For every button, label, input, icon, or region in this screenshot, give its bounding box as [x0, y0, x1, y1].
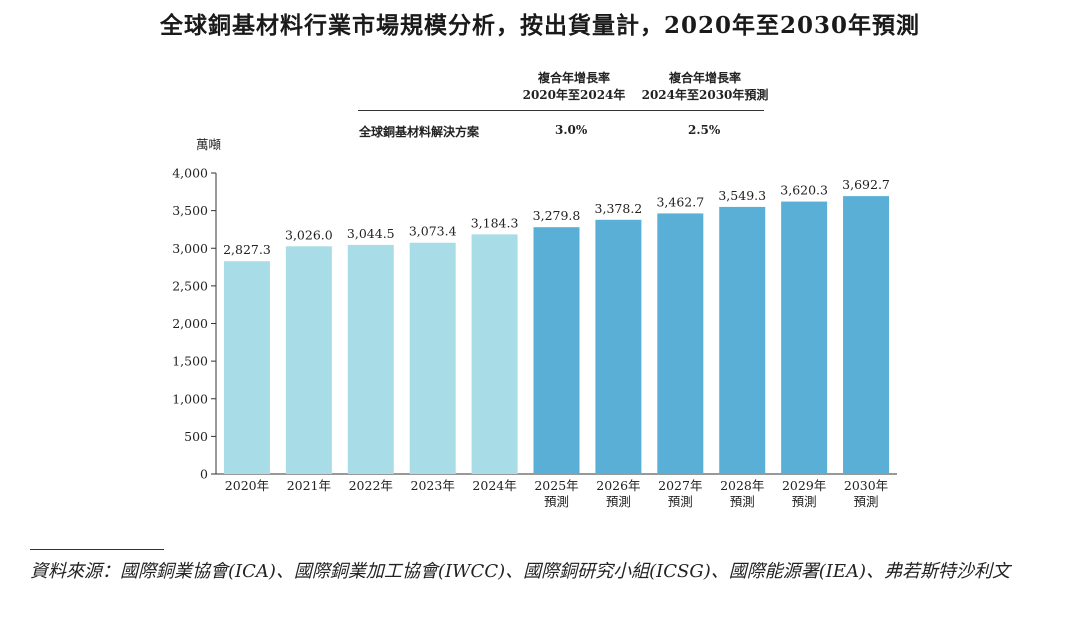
- x-tick-label: 2023年: [411, 478, 455, 493]
- x-tick-label: 2025年: [534, 478, 578, 493]
- cagr-value-2024-2030: 2.5%: [688, 123, 721, 137]
- source-rule: [30, 549, 164, 550]
- x-tick-label: 預測: [854, 494, 879, 509]
- bar-value-label: 3,549.3: [718, 188, 766, 203]
- x-tick-label: 2024年: [472, 478, 516, 493]
- bar: [285, 246, 332, 474]
- y-tick-label: 4,000: [172, 166, 208, 181]
- bar: [533, 227, 580, 474]
- bar: [347, 244, 394, 474]
- bar: [843, 196, 890, 474]
- x-tick-label: 2020年: [225, 478, 269, 493]
- x-tick-label: 2028年: [720, 478, 764, 493]
- cagr-row-label: 全球銅基材料解決方案: [359, 125, 480, 139]
- chart-title: 全球銅基材料行業市場規模分析，按出貨量計，2020年至2030年預測: [159, 12, 921, 39]
- bar-value-label: 3,279.8: [533, 208, 581, 223]
- cagr-header-2024-2030-line2: 2024年至2030年預測: [641, 88, 769, 102]
- y-tick-label: 500: [184, 429, 208, 444]
- x-tick-label: 預測: [668, 494, 693, 509]
- x-tick-label: 預測: [730, 494, 755, 509]
- x-tick-label: 2030年: [844, 478, 888, 493]
- bar-value-label: 3,044.5: [347, 226, 395, 241]
- cagr-value-2020-2024: 3.0%: [555, 123, 588, 137]
- y-tick-label: 0: [200, 467, 208, 482]
- bar: [657, 213, 704, 474]
- bar: [223, 261, 270, 474]
- bar: [781, 201, 828, 474]
- y-tick-label: 2,000: [172, 316, 208, 331]
- bar: [471, 234, 518, 474]
- cagr-header-2020-2024: 複合年增長率 2020年至2024年: [518, 70, 630, 104]
- x-tick-label: 2022年: [349, 478, 393, 493]
- bar-value-label: 2,827.3: [223, 242, 271, 257]
- cagr-header-2020-2024-line1: 複合年增長率: [537, 71, 610, 85]
- bar: [595, 219, 642, 474]
- x-tick-label: 2029年: [782, 478, 826, 493]
- x-tick-label: 2021年: [287, 478, 331, 493]
- bar-value-label: 3,692.7: [842, 177, 890, 192]
- x-tick-label: 預測: [792, 494, 817, 509]
- y-tick-label: 2,500: [172, 278, 208, 293]
- bar-value-label: 3,073.4: [409, 224, 457, 239]
- source-note: 資料來源：國際銅業協會(ICA)、國際銅業加工協會(IWCC)、國際銅研究小組(…: [30, 561, 1011, 582]
- x-tick-label: 2027年: [658, 478, 702, 493]
- x-tick-label: 2026年: [596, 478, 640, 493]
- y-axis-unit-label: 萬噸: [196, 137, 222, 152]
- bar-value-label: 3,184.3: [471, 215, 519, 230]
- cagr-header-2024-2030-line1: 複合年增長率: [668, 71, 741, 85]
- cagr-header-2020-2024-line2: 2020年至2024年: [522, 88, 626, 102]
- bar-value-label: 3,620.3: [780, 183, 828, 198]
- bar-value-label: 3,026.0: [285, 227, 333, 242]
- y-tick-label: 3,000: [172, 241, 208, 256]
- x-tick-label: 預測: [544, 494, 569, 509]
- y-tick-label: 1,500: [172, 354, 208, 369]
- cagr-table-rule: [358, 110, 764, 111]
- x-tick-label: 預測: [606, 494, 631, 509]
- cagr-header-2024-2030: 複合年增長率 2024年至2030年預測: [630, 70, 780, 104]
- y-tick-label: 1,000: [172, 391, 208, 406]
- y-tick-label: 3,500: [172, 203, 208, 218]
- bar-value-label: 3,462.7: [656, 194, 704, 209]
- bar-value-label: 3,378.2: [595, 201, 643, 216]
- bar: [719, 206, 766, 475]
- bar: [409, 242, 456, 474]
